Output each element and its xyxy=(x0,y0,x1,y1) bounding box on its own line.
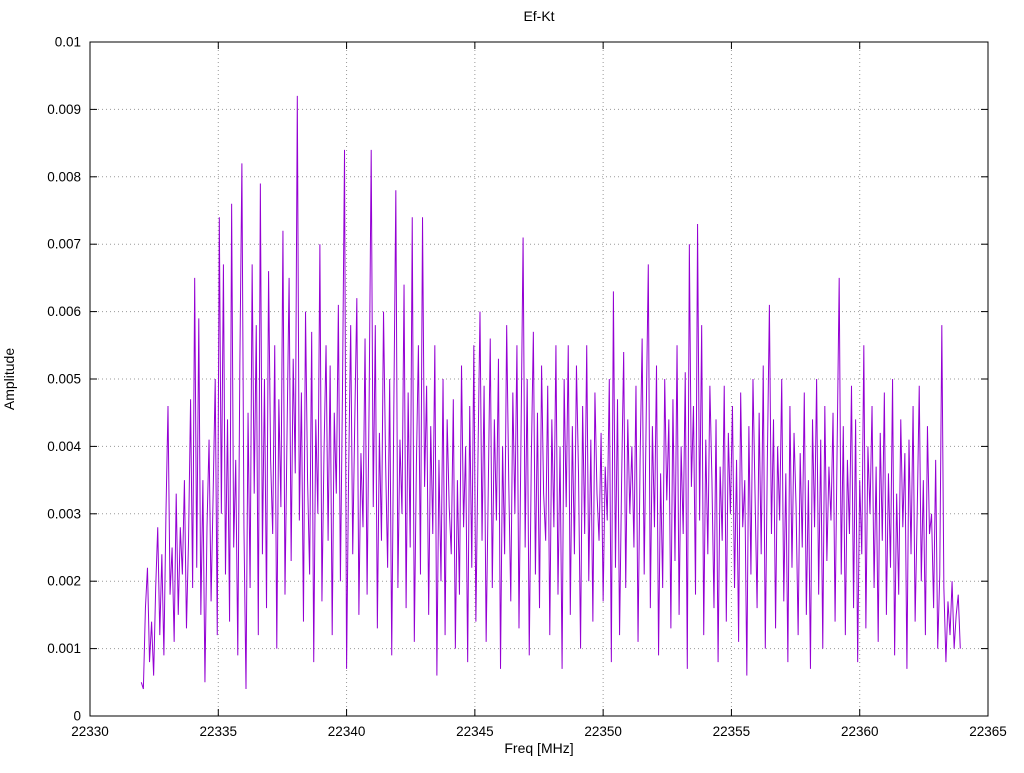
x-tick-label: 22330 xyxy=(71,724,109,739)
plot-generated-layer: 22330 22335 22340 22345 22350 22355 22360 22365… xyxy=(47,35,1007,740)
x-tick-label: 22335 xyxy=(200,724,238,739)
y-axis-label: Amplitude xyxy=(1,348,17,410)
y-tick-label: 0.01 xyxy=(55,35,81,50)
x-tick-label: 22355 xyxy=(713,724,751,739)
y-tick-label: 0.009 xyxy=(47,102,81,117)
y-tick-label: 0.004 xyxy=(47,439,81,454)
y-tick-label: 0.001 xyxy=(47,641,81,656)
x-axis-label: Freq [MHz] xyxy=(504,740,573,756)
y-tick-label: 0.007 xyxy=(47,237,81,252)
x-tick-label: 22350 xyxy=(584,724,622,739)
y-tick-label: 0.006 xyxy=(47,304,81,319)
series-line xyxy=(140,95,961,690)
chart-title: Ef-Kt xyxy=(523,8,554,24)
y-tick-label: 0.003 xyxy=(47,506,81,521)
y-tick-label: 0.008 xyxy=(47,169,81,184)
x-tick-label: 22365 xyxy=(969,724,1007,739)
y-tick-label: 0.005 xyxy=(47,372,81,387)
x-tick-label: 22340 xyxy=(328,724,366,739)
y-tick-label: 0 xyxy=(73,709,81,724)
x-tick-label: 22360 xyxy=(841,724,879,739)
x-tick-label: 22345 xyxy=(456,724,494,739)
y-tick-label: 0.002 xyxy=(47,574,81,589)
